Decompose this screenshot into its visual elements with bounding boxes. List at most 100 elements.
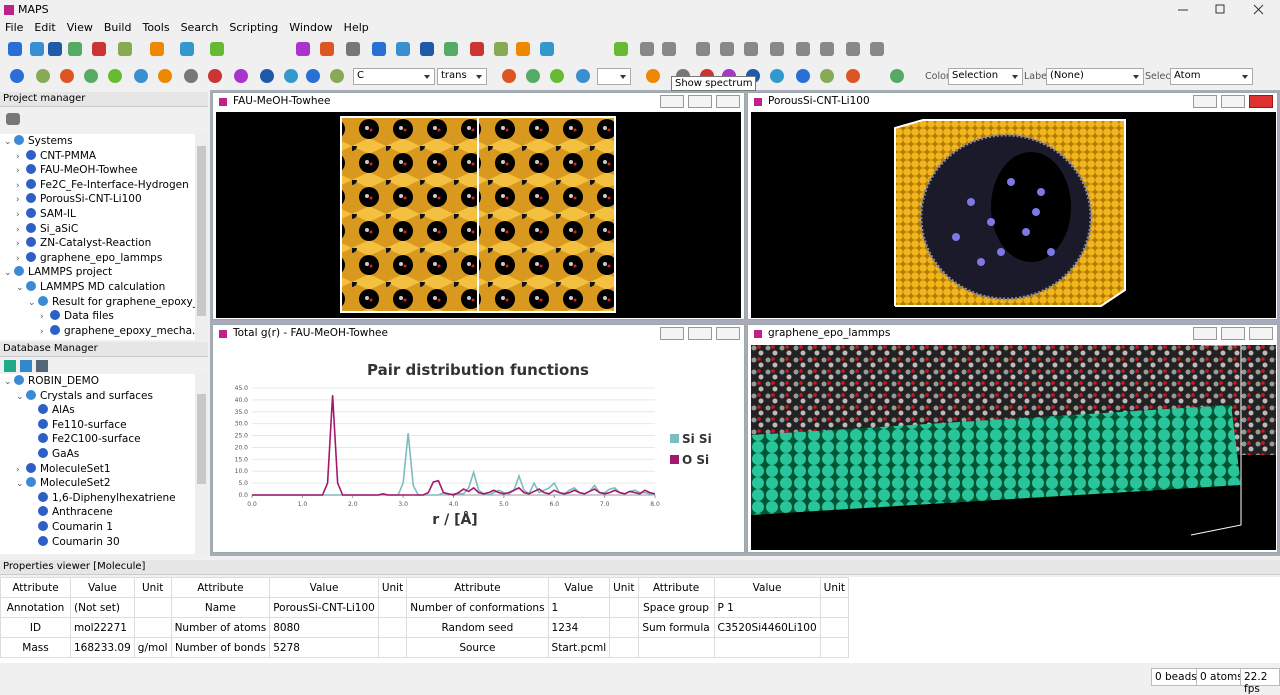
toolbar-button[interactable] (820, 42, 834, 56)
tree-row[interactable]: GaAs (0, 447, 195, 462)
toolbar-button[interactable] (108, 69, 122, 83)
toolbar-button[interactable] (494, 42, 508, 56)
window-button[interactable] (1221, 327, 1245, 340)
toolbar-button[interactable] (306, 69, 320, 83)
menu-item[interactable]: Search (181, 21, 219, 34)
tree-row[interactable]: AlAs (0, 403, 195, 418)
window-button[interactable] (660, 327, 684, 340)
menu-item[interactable]: Tools (142, 21, 169, 34)
toolbar-button[interactable] (234, 69, 248, 83)
window-button[interactable] (688, 95, 712, 108)
toolbar-button[interactable] (770, 42, 784, 56)
toolbar-button[interactable] (646, 69, 660, 83)
toolbar-button[interactable] (84, 69, 98, 83)
tree-row[interactable]: Coumarin 1 (0, 520, 195, 535)
toolbar-button[interactable] (8, 42, 22, 56)
tree-row[interactable]: ⌄Crystals and surfaces (0, 389, 195, 404)
tree-row[interactable]: ⌄Result for graphene_epoxy_... (0, 295, 195, 310)
tree-row[interactable]: ›Data files (0, 309, 195, 324)
tree-row[interactable]: ›ZN-Catalyst-Reaction (0, 236, 195, 251)
menu-item[interactable]: View (67, 21, 93, 34)
menu-item[interactable]: Build (104, 21, 132, 34)
menu-item[interactable]: Scripting (229, 21, 278, 34)
window-button[interactable] (1193, 327, 1217, 340)
window-controls[interactable] (1170, 0, 1280, 20)
window-button[interactable] (1193, 95, 1217, 108)
element-dropdown[interactable]: C (353, 68, 435, 85)
toolbar-button[interactable] (320, 42, 334, 56)
bond-dropdown[interactable]: trans (437, 68, 487, 85)
window-button[interactable] (688, 327, 712, 340)
toolbar-button[interactable] (30, 42, 44, 56)
menu-item[interactable]: File (5, 21, 23, 34)
toolbar-button[interactable] (640, 42, 654, 56)
toolbar-button[interactable] (662, 42, 676, 56)
window-button[interactable] (716, 327, 740, 340)
tree-row[interactable]: ⌄LAMMPS MD calculation (0, 280, 195, 295)
tree-row[interactable]: ⌄ROBIN_DEMO (0, 374, 195, 389)
scrollbar[interactable] (195, 134, 208, 340)
toolbar-button[interactable] (846, 42, 860, 56)
tree-row[interactable]: ⌄MoleculeSet2 (0, 476, 195, 491)
toolbar-button[interactable] (820, 69, 834, 83)
toolbar-button[interactable] (10, 69, 24, 83)
window-button[interactable] (1249, 327, 1273, 340)
select-dropdown[interactable]: Atom (1170, 68, 1253, 85)
toolbar-button[interactable] (60, 69, 74, 83)
toolbar-button[interactable] (284, 69, 298, 83)
toolbar-button[interactable] (92, 42, 106, 56)
tree-row[interactable]: ›graphene_epoxy_mecha... (0, 324, 195, 339)
tree-row[interactable]: ⌄LAMMPS project (0, 265, 195, 280)
tree-row[interactable]: ›CNT-PMMA (0, 149, 195, 164)
toolbar-button[interactable] (346, 42, 360, 56)
tree-row[interactable]: ›SAM-IL (0, 207, 195, 222)
menu-item[interactable]: Help (344, 21, 369, 34)
toolbar-button[interactable] (550, 69, 564, 83)
window-button[interactable] (1249, 95, 1273, 108)
toolbar-button[interactable] (870, 42, 884, 56)
toolbar-button[interactable] (720, 42, 734, 56)
toolbar-button[interactable] (796, 42, 810, 56)
toolbar-button[interactable] (614, 42, 628, 56)
toolbar-button[interactable] (444, 42, 458, 56)
toolbar-button[interactable] (502, 69, 516, 83)
label-dropdown[interactable]: (None) (1046, 68, 1144, 85)
toolbar-button[interactable] (396, 42, 410, 56)
panel-icons[interactable] (4, 360, 48, 372)
toolbar-button[interactable] (150, 42, 164, 56)
toolbar-button[interactable] (744, 42, 758, 56)
window-button[interactable] (1221, 95, 1245, 108)
window-button[interactable] (716, 95, 740, 108)
toolbar-button[interactable] (372, 42, 386, 56)
toolbar-button[interactable] (296, 42, 310, 56)
toolbar-button[interactable] (180, 42, 194, 56)
toolbar-button[interactable] (260, 69, 274, 83)
tree-row[interactable]: ›Si_aSiC (0, 222, 195, 237)
toolbar-button[interactable] (208, 69, 222, 83)
toolbar-button[interactable] (516, 42, 530, 56)
line-dropdown[interactable] (597, 68, 631, 85)
tree-row[interactable]: Fe110-surface (0, 418, 195, 433)
tree-row[interactable]: ›graphene_epo_lammps (0, 251, 195, 266)
toolbar-button[interactable] (846, 69, 860, 83)
menu-item[interactable]: Window (289, 21, 332, 34)
toolbar-button[interactable] (158, 69, 172, 83)
toolbar-button[interactable] (470, 42, 484, 56)
toolbar-button[interactable] (770, 69, 784, 83)
toolbar-button[interactable] (796, 69, 810, 83)
tree-row[interactable]: Anthracene (0, 505, 195, 520)
tree-row[interactable]: ›MoleculeSet1 (0, 462, 195, 477)
menu-item[interactable]: Edit (34, 21, 55, 34)
toolbar-button[interactable] (330, 69, 344, 83)
tree-row[interactable]: ›FAU-MeOH-Towhee (0, 163, 195, 178)
tree-row[interactable]: Coumarin 30 (0, 535, 195, 550)
tree-row[interactable]: ›Fe2C_Fe-Interface-Hydrogen (0, 178, 195, 193)
toolbar-button[interactable] (134, 69, 148, 83)
color-dropdown[interactable]: Selection (948, 68, 1023, 85)
toolbar-button[interactable] (576, 69, 590, 83)
toolbar-button[interactable] (210, 42, 224, 56)
tree-row[interactable]: 1,6-Diphenylhexatriene (0, 491, 195, 506)
toolbar-button[interactable] (48, 42, 62, 56)
toolbar-button[interactable] (36, 69, 50, 83)
toolbar-button[interactable] (420, 42, 434, 56)
